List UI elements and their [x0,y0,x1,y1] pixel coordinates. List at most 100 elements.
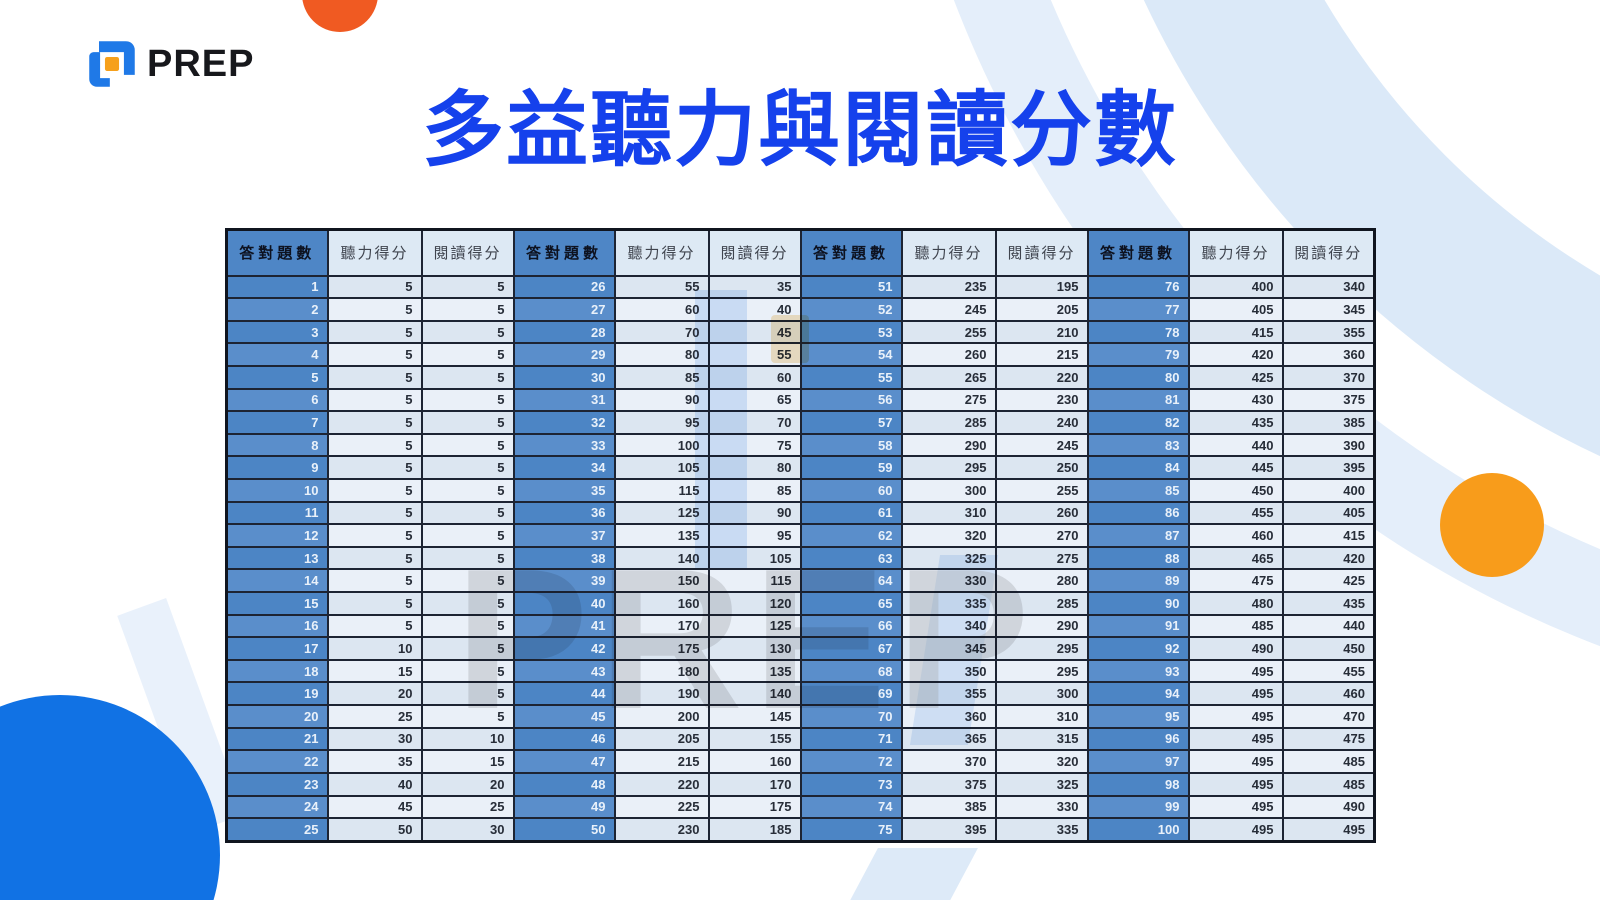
cell-listening-score: 5 [326,568,423,594]
cell-questions-correct: 20 [225,704,329,729]
cell-questions-correct: 52 [799,297,903,322]
cell-questions-correct: 34 [512,455,616,480]
cell-listening-score: 5 [326,364,423,390]
cell-listening-score: 420 [1187,342,1284,367]
cell-listening-score: 5 [326,297,423,322]
cell-listening-score: 440 [1187,432,1284,458]
cell-questions-correct: 73 [799,771,903,797]
brand-name: PREP [147,42,255,85]
cell-questions-correct: 22 [225,749,329,774]
cell-questions-correct: 39 [512,568,616,594]
cell-questions-correct: 91 [1086,613,1190,639]
cell-reading-score: 85 [707,478,802,503]
cell-listening-score: 170 [613,613,710,639]
cell-listening-score: 495 [1187,817,1284,843]
cell-questions-correct: 68 [799,658,903,684]
cell-reading-score: 205 [994,297,1089,322]
cell-reading-score: 5 [420,478,515,503]
cell-listening-score: 60 [613,297,710,322]
cell-questions-correct: 10 [225,478,329,503]
cell-listening-score: 190 [613,681,710,707]
cell-reading-score: 160 [707,749,802,774]
cell-questions-correct: 74 [799,794,903,820]
cell-listening-score: 245 [900,297,997,322]
cell-questions-correct: 85 [1086,478,1190,503]
col-header-questions: 答對題數 [225,228,329,277]
cell-reading-score: 175 [707,794,802,820]
cell-listening-score: 200 [613,704,710,729]
cell-questions-correct: 95 [1086,704,1190,729]
table-row: 12 5 5 37 135 95 62 320 270 87 460 415 [225,523,1376,548]
table-row: 14 5 5 39 150 115 64 330 280 89 475 425 [225,568,1376,594]
table-row: 23 40 20 48 220 170 73 375 325 98 495 485 [225,771,1376,797]
cell-reading-score: 340 [1281,274,1376,300]
table-row: 7 5 5 32 95 70 57 285 240 82 435 385 [225,410,1376,435]
cell-reading-score: 5 [420,410,515,435]
cell-reading-score: 55 [707,342,802,367]
cell-questions-correct: 53 [799,319,903,345]
cell-listening-score: 490 [1187,636,1284,661]
cell-listening-score: 435 [1187,410,1284,435]
cell-questions-correct: 30 [512,364,616,390]
cell-reading-score: 335 [994,817,1089,843]
cell-listening-score: 5 [326,478,423,503]
cell-listening-score: 5 [326,432,423,458]
cell-questions-correct: 69 [799,681,903,707]
cell-questions-correct: 50 [512,817,616,843]
cell-reading-score: 105 [707,545,802,571]
cell-questions-correct: 92 [1086,636,1190,661]
cell-questions-correct: 78 [1086,319,1190,345]
cell-questions-correct: 81 [1086,387,1190,413]
cell-listening-score: 5 [326,545,423,571]
cell-reading-score: 360 [1281,342,1376,367]
cell-reading-score: 420 [1281,545,1376,571]
cell-listening-score: 395 [900,817,997,843]
cell-reading-score: 355 [1281,319,1376,345]
cell-questions-correct: 45 [512,704,616,729]
cell-listening-score: 375 [900,771,997,797]
brand-logo: PREP [86,38,254,90]
cell-questions-correct: 89 [1086,568,1190,594]
cell-reading-score: 35 [707,274,802,300]
cell-questions-correct: 49 [512,794,616,820]
table-row: 22 35 15 47 215 160 72 370 320 97 495 485 [225,749,1376,774]
decorative-orange-circle-right [1440,473,1544,577]
cell-reading-score: 295 [994,636,1089,661]
cell-questions-correct: 93 [1086,658,1190,684]
cell-questions-correct: 3 [225,319,329,345]
cell-listening-score: 300 [900,478,997,503]
table-row: 16 5 5 41 170 125 66 340 290 91 485 440 [225,613,1376,639]
cell-listening-score: 150 [613,568,710,594]
table-row: 4 5 5 29 80 55 54 260 215 79 420 360 [225,342,1376,367]
cell-questions-correct: 83 [1086,432,1190,458]
cell-questions-correct: 84 [1086,455,1190,480]
cell-reading-score: 495 [1281,817,1376,843]
cell-listening-score: 5 [326,342,423,367]
table-row: 15 5 5 40 160 120 65 335 285 90 480 435 [225,591,1376,616]
cell-reading-score: 210 [994,319,1089,345]
cell-questions-correct: 44 [512,681,616,707]
cell-listening-score: 105 [613,455,710,480]
cell-listening-score: 455 [1187,500,1284,526]
cell-listening-score: 25 [326,704,423,729]
cell-reading-score: 5 [420,681,515,707]
cell-questions-correct: 12 [225,523,329,548]
cell-questions-correct: 71 [799,726,903,752]
cell-listening-score: 140 [613,545,710,571]
cell-questions-correct: 56 [799,387,903,413]
cell-questions-correct: 59 [799,455,903,480]
cell-listening-score: 495 [1187,771,1284,797]
cell-reading-score: 25 [420,794,515,820]
cell-listening-score: 320 [900,523,997,548]
cell-listening-score: 495 [1187,704,1284,729]
cell-questions-correct: 98 [1086,771,1190,797]
cell-questions-correct: 58 [799,432,903,458]
table-row: 20 25 5 45 200 145 70 360 310 95 495 470 [225,704,1376,729]
cell-listening-score: 400 [1187,274,1284,300]
cell-listening-score: 50 [326,817,423,843]
cell-reading-score: 325 [994,771,1089,797]
cell-listening-score: 230 [613,817,710,843]
cell-questions-correct: 25 [225,817,329,843]
col-header-reading: 閱讀得分 [420,228,515,277]
cell-questions-correct: 1 [225,274,329,300]
